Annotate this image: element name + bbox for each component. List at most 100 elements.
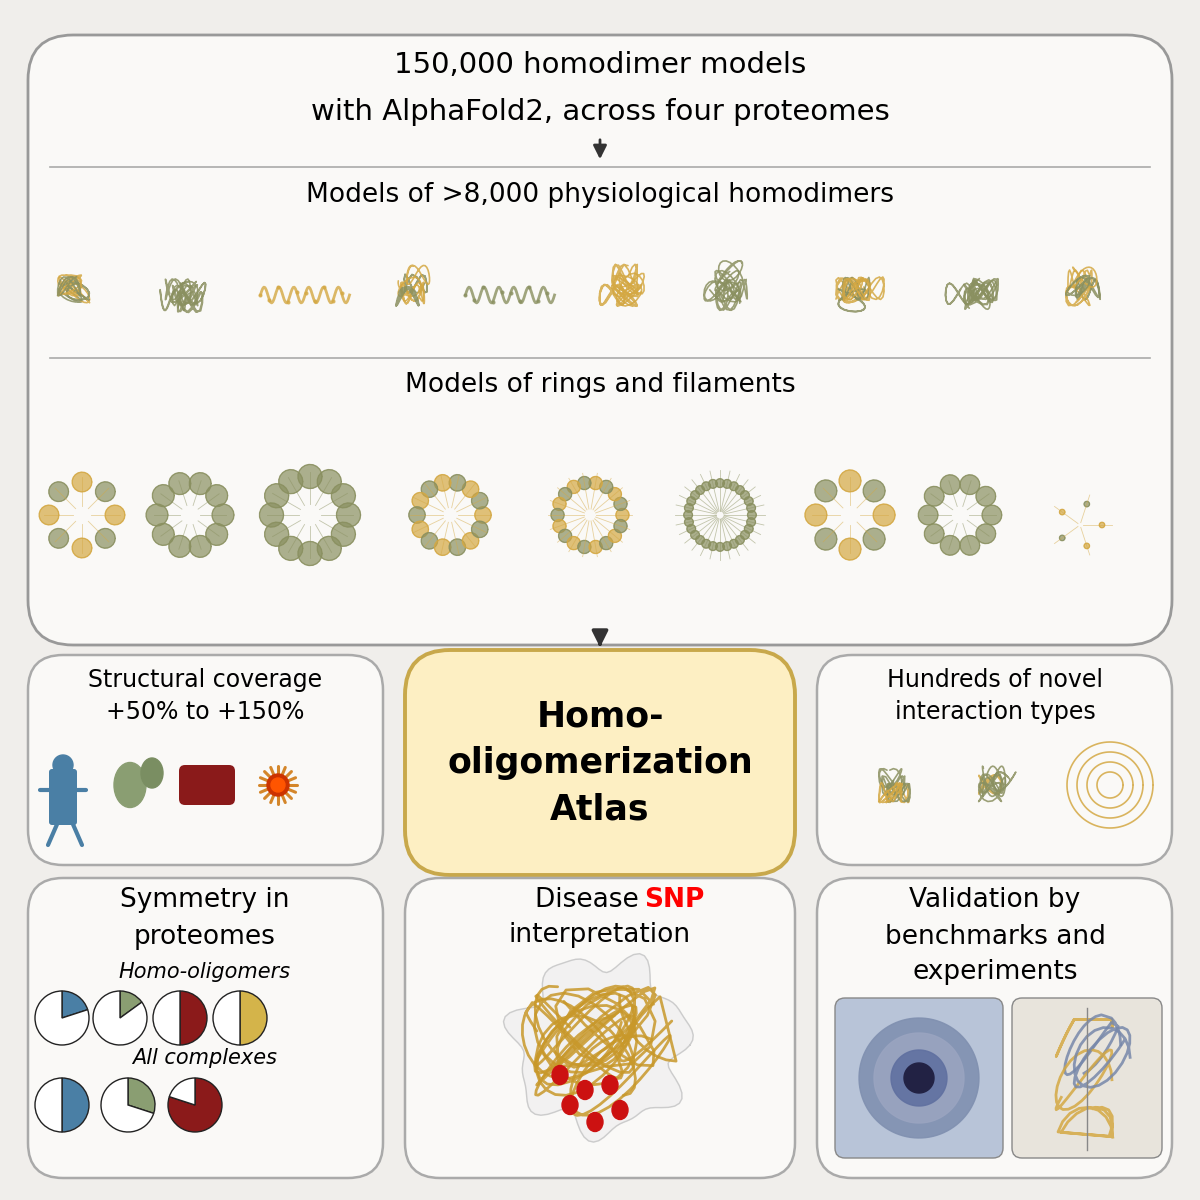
Text: +50% to +150%: +50% to +150% — [106, 700, 304, 724]
FancyBboxPatch shape — [179, 766, 235, 805]
Text: All complexes: All complexes — [132, 1048, 277, 1068]
Text: experiments: experiments — [912, 959, 1078, 985]
Polygon shape — [49, 481, 68, 502]
Polygon shape — [551, 509, 564, 522]
Wedge shape — [35, 1078, 62, 1132]
Polygon shape — [941, 535, 960, 556]
Polygon shape — [559, 529, 571, 542]
Polygon shape — [589, 476, 602, 490]
Polygon shape — [904, 1063, 934, 1093]
Polygon shape — [608, 487, 622, 500]
FancyBboxPatch shape — [406, 878, 794, 1178]
Polygon shape — [708, 480, 718, 488]
Polygon shape — [278, 469, 302, 493]
Polygon shape — [960, 475, 979, 494]
Polygon shape — [696, 486, 704, 494]
Polygon shape — [462, 481, 479, 498]
Polygon shape — [434, 475, 451, 491]
Wedge shape — [180, 991, 208, 1045]
Text: Models of >8,000 physiological homodimers: Models of >8,000 physiological homodimer… — [306, 182, 894, 208]
Polygon shape — [740, 491, 749, 499]
Polygon shape — [736, 486, 744, 494]
Polygon shape — [696, 535, 704, 545]
Text: with AlphaFold2, across four proteomes: with AlphaFold2, across four proteomes — [311, 98, 889, 126]
Polygon shape — [744, 524, 754, 533]
Polygon shape — [839, 538, 862, 560]
Ellipse shape — [142, 758, 163, 788]
Polygon shape — [941, 475, 960, 494]
Polygon shape — [874, 504, 895, 526]
Polygon shape — [924, 486, 944, 506]
FancyBboxPatch shape — [817, 878, 1172, 1178]
Polygon shape — [589, 540, 602, 553]
Polygon shape — [578, 540, 590, 553]
Polygon shape — [976, 524, 996, 544]
Ellipse shape — [602, 1075, 618, 1094]
Text: Homo-
oligomerization
Atlas: Homo- oligomerization Atlas — [448, 700, 752, 826]
Text: Disease: Disease — [535, 887, 647, 913]
Polygon shape — [472, 521, 488, 538]
Circle shape — [266, 774, 289, 796]
Polygon shape — [568, 480, 581, 493]
Polygon shape — [553, 497, 566, 510]
Polygon shape — [1084, 544, 1090, 548]
Wedge shape — [62, 1078, 89, 1132]
Text: Validation by: Validation by — [910, 887, 1081, 913]
Polygon shape — [684, 517, 694, 527]
FancyBboxPatch shape — [1012, 998, 1162, 1158]
Polygon shape — [331, 484, 355, 508]
Polygon shape — [976, 486, 996, 506]
Polygon shape — [1084, 502, 1090, 506]
Polygon shape — [715, 542, 725, 551]
Polygon shape — [96, 481, 115, 502]
Polygon shape — [740, 530, 749, 539]
Polygon shape — [504, 954, 694, 1142]
Polygon shape — [146, 504, 168, 526]
FancyBboxPatch shape — [835, 998, 1003, 1158]
FancyBboxPatch shape — [28, 655, 383, 865]
Polygon shape — [805, 504, 827, 526]
Polygon shape — [702, 539, 710, 548]
Polygon shape — [708, 541, 718, 551]
Polygon shape — [259, 503, 283, 527]
Polygon shape — [686, 524, 696, 533]
Text: 150,000 homodimer models: 150,000 homodimer models — [394, 50, 806, 79]
Polygon shape — [49, 528, 68, 548]
Wedge shape — [101, 1078, 154, 1132]
Polygon shape — [859, 1018, 979, 1138]
Polygon shape — [863, 480, 886, 502]
Polygon shape — [578, 476, 590, 490]
Polygon shape — [684, 504, 694, 512]
Polygon shape — [152, 485, 174, 506]
Polygon shape — [715, 479, 725, 487]
Polygon shape — [691, 530, 700, 539]
Wedge shape — [62, 991, 88, 1018]
Polygon shape — [918, 505, 938, 524]
Polygon shape — [317, 469, 341, 493]
Polygon shape — [72, 538, 92, 558]
Polygon shape — [960, 535, 979, 556]
Wedge shape — [120, 991, 142, 1018]
Wedge shape — [128, 1078, 155, 1114]
Polygon shape — [462, 533, 479, 550]
Polygon shape — [449, 539, 466, 556]
Ellipse shape — [577, 1080, 593, 1099]
Polygon shape — [475, 506, 491, 523]
Polygon shape — [331, 522, 355, 546]
Polygon shape — [449, 475, 466, 491]
Wedge shape — [154, 991, 180, 1045]
Polygon shape — [982, 505, 1002, 524]
Polygon shape — [317, 536, 341, 560]
FancyBboxPatch shape — [406, 650, 794, 875]
Polygon shape — [863, 528, 886, 550]
Polygon shape — [265, 522, 289, 546]
Polygon shape — [1099, 522, 1105, 528]
Polygon shape — [421, 533, 438, 550]
Polygon shape — [744, 497, 754, 505]
Polygon shape — [412, 521, 428, 538]
Polygon shape — [434, 539, 451, 556]
FancyBboxPatch shape — [28, 35, 1172, 646]
Polygon shape — [421, 481, 438, 498]
Ellipse shape — [114, 762, 146, 808]
Polygon shape — [472, 492, 488, 509]
